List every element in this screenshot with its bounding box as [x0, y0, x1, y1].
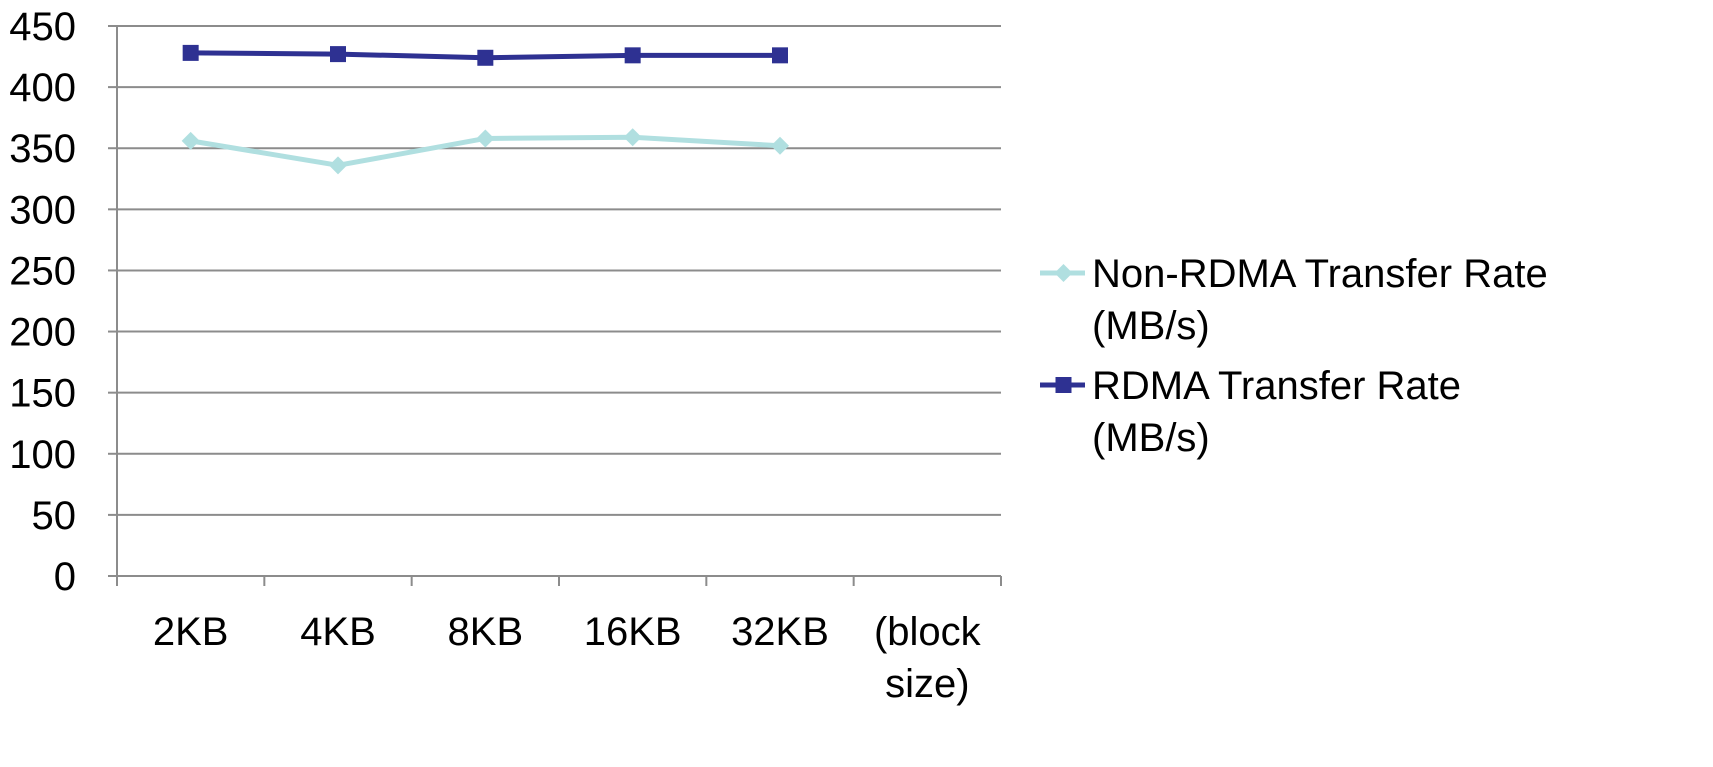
legend-marker	[1054, 264, 1073, 282]
x-tick-label: size)	[885, 662, 969, 706]
grid-lines	[117, 25, 1001, 516]
x-tick-labels: 2KB 4KB 8KB 16KB 32KB (block size)	[153, 610, 982, 706]
x-tick-label: 2KB	[153, 610, 229, 654]
data-point	[330, 46, 346, 63]
series-rdma	[182, 44, 788, 66]
legend-label: (MB/s)	[1092, 416, 1210, 460]
legend: Non-RDMA Transfer Rate(MB/s)RDMA Transfe…	[1040, 252, 1548, 460]
axes	[108, 25, 1002, 586]
x-tick-label: 32KB	[731, 610, 829, 654]
data-point	[476, 129, 495, 148]
y-tick-labels: 0 50 100 150 200 250 300 350 400 450	[9, 5, 76, 599]
data-point	[624, 47, 641, 64]
y-tick-label: 150	[9, 372, 76, 416]
x-tick-label: 4KB	[300, 610, 376, 654]
y-tick-label: 200	[9, 311, 76, 355]
x-tick-label: 16KB	[584, 610, 682, 654]
data-point	[181, 131, 200, 150]
y-tick-label: 300	[9, 188, 76, 232]
x-tick-label: (block	[874, 610, 982, 654]
data-point	[329, 156, 347, 175]
legend-marker	[1055, 377, 1072, 393]
data-point	[771, 136, 789, 155]
data-point	[477, 49, 494, 66]
legend-item: Non-RDMA Transfer Rate (MB/s)	[1040, 252, 1548, 348]
legend-label: Non-RDMA Transfer Rate	[1092, 252, 1548, 296]
y-tick-label: 0	[54, 555, 76, 599]
legend-label: RDMA Transfer Rate	[1092, 364, 1461, 408]
y-tick-label: 400	[9, 66, 76, 110]
series	[181, 44, 789, 175]
series-non-rdma	[181, 128, 789, 175]
x-tick-label: 8KB	[448, 610, 524, 654]
y-tick-label: 350	[9, 127, 76, 171]
data-point	[772, 47, 788, 64]
legend-label: (MB/s)	[1092, 304, 1210, 348]
y-tick-label: 100	[9, 433, 76, 477]
y-tick-label: 50	[32, 494, 77, 538]
data-point	[623, 128, 642, 147]
data-point	[182, 44, 199, 61]
legend-item: RDMA Transfer Rate (MB/s)	[1040, 364, 1461, 460]
y-tick-label: 450	[9, 5, 76, 49]
y-tick-label: 250	[9, 249, 76, 293]
